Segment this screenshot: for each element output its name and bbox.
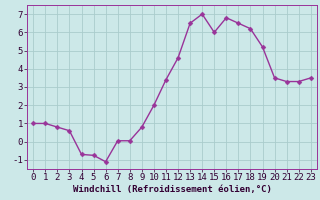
X-axis label: Windchill (Refroidissement éolien,°C): Windchill (Refroidissement éolien,°C) bbox=[73, 185, 271, 194]
